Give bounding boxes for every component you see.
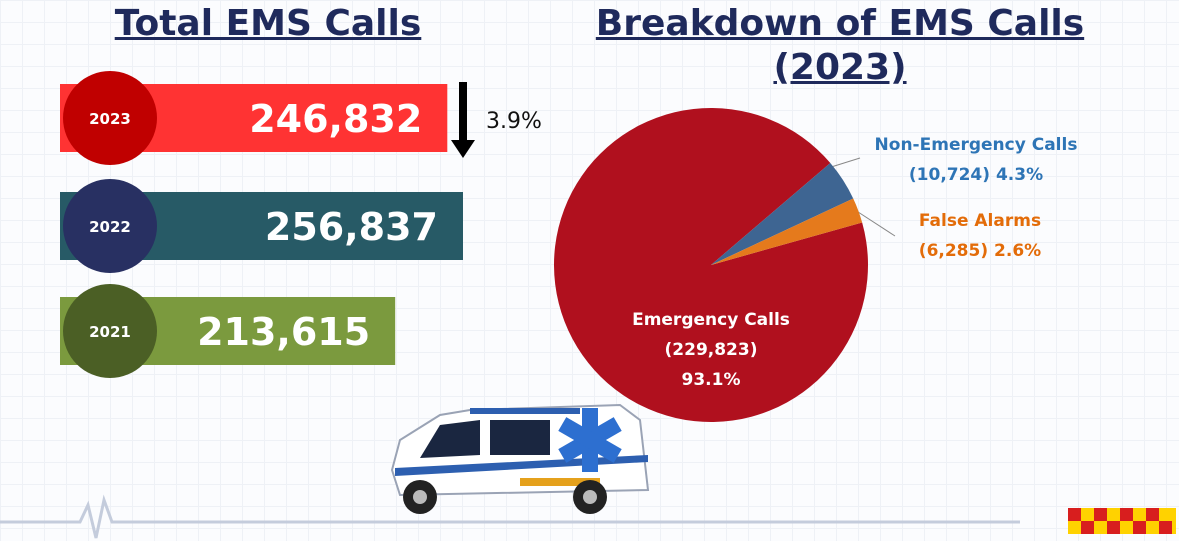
slice-name: False Alarms bbox=[919, 211, 1041, 231]
year-badge bbox=[63, 284, 157, 378]
heartbeat-line bbox=[0, 494, 1020, 539]
pie-title: Breakdown of EMS Calls (2023) bbox=[595, 3, 1085, 88]
value-label: 246,832 bbox=[249, 97, 422, 141]
leader-line bbox=[827, 157, 861, 169]
slice-count: (6,285) bbox=[919, 241, 988, 261]
year-label: 2022 bbox=[89, 218, 131, 236]
slice-detail: (10,724) 4.3% bbox=[909, 165, 1043, 185]
slice-percent: 4.3% bbox=[996, 165, 1043, 185]
year-label: 2021 bbox=[89, 323, 131, 341]
down-arrow bbox=[451, 82, 475, 158]
ambulance bbox=[390, 403, 650, 514]
slice-count: (229,823) bbox=[665, 340, 758, 360]
slice-count: (10,724) bbox=[909, 165, 990, 185]
slice-name: Emergency Calls bbox=[632, 310, 790, 330]
year-badge bbox=[63, 179, 157, 273]
pie-slice bbox=[553, 107, 868, 422]
change-annotation: 3.9% bbox=[486, 109, 542, 134]
slice-name: Non-Emergency Calls bbox=[875, 135, 1078, 155]
pie-slice bbox=[711, 198, 863, 265]
checker-flag bbox=[1068, 508, 1176, 534]
leader-line bbox=[854, 209, 896, 237]
value-label: 256,837 bbox=[265, 205, 438, 249]
slice-percent: 93.1% bbox=[682, 370, 741, 390]
bar-title: Total EMS Calls bbox=[114, 3, 422, 44]
slice-detail: (6,285) 2.6% bbox=[919, 241, 1041, 261]
slice-percent: 2.6% bbox=[994, 241, 1041, 261]
pie-slice bbox=[711, 162, 854, 265]
year-label: 2023 bbox=[89, 110, 131, 128]
year-badge bbox=[63, 71, 157, 165]
value-label: 213,615 bbox=[197, 310, 370, 354]
